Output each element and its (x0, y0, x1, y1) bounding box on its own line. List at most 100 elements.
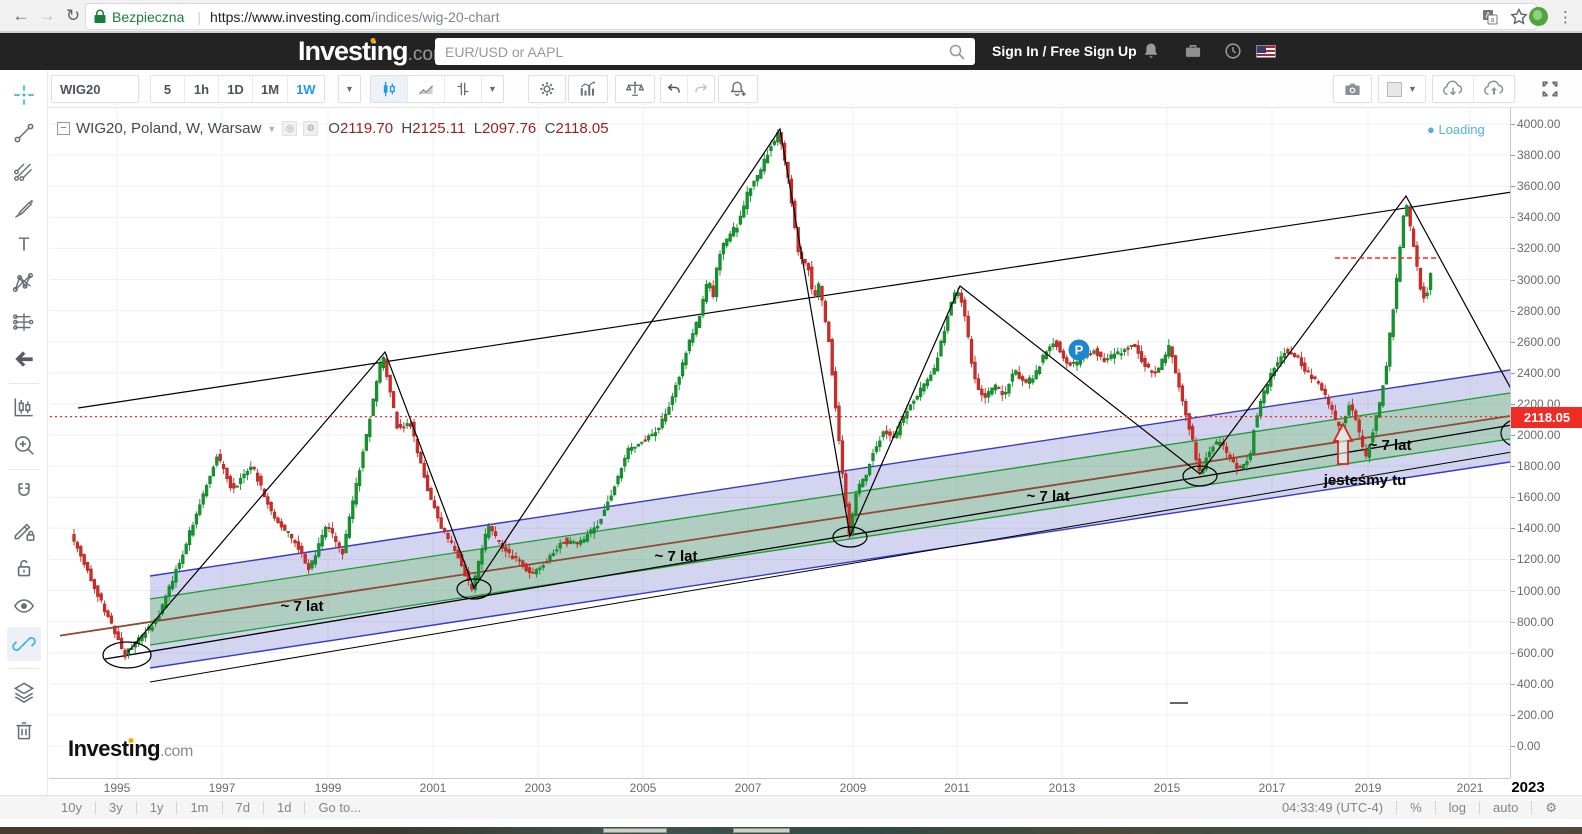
legend-collapse-icon[interactable]: − (57, 122, 70, 135)
settings-gear-button[interactable] (529, 76, 565, 102)
y-axis-label: 1600.00 (1510, 490, 1561, 505)
compare-group (615, 75, 655, 103)
indicators-icon (580, 81, 596, 96)
extension-icon[interactable] (1529, 7, 1548, 26)
goto-button[interactable]: Go to... (318, 800, 362, 815)
url-host: https://www.investing.com (210, 8, 372, 25)
search-icon[interactable] (949, 44, 965, 60)
sign-in-link[interactable]: Sign In / Free Sign Up (992, 43, 1137, 59)
candlestick-type-button[interactable] (371, 76, 408, 102)
recent-clock-icon[interactable] (1222, 41, 1244, 61)
interval-5[interactable]: 5 (151, 76, 185, 102)
we-are-here-label[interactable]: jesteśmy tu (1323, 472, 1407, 489)
search-input[interactable] (445, 43, 949, 60)
save-layout-button[interactable] (1474, 76, 1514, 102)
remove-drawings-tool[interactable] (7, 713, 41, 747)
range-7d[interactable]: 7d (235, 800, 250, 815)
xabcd-pattern-tool[interactable] (7, 266, 41, 300)
published-idea-marker[interactable]: P (1068, 339, 1090, 361)
bookmark-star-icon[interactable] (1510, 8, 1528, 25)
symbol-input[interactable]: WIG20 (52, 76, 138, 102)
browser-refresh-button[interactable]: ↻ (65, 5, 81, 25)
header-search-box[interactable] (435, 38, 975, 65)
cycle-zigzag-line[interactable] (127, 127, 1517, 653)
trend-line-tool[interactable] (7, 116, 41, 150)
forecast-tool[interactable] (7, 304, 41, 338)
interval-1W[interactable]: 1W (288, 76, 324, 102)
investing-logo[interactable]: Investing.com (298, 36, 449, 66)
percent-scale-button[interactable]: % (1410, 800, 1422, 815)
alert-bell-plus-icon (730, 81, 746, 97)
symbol-box[interactable]: WIG20 (51, 75, 139, 103)
y-axis-label: 3400.00 (1510, 210, 1561, 225)
lows-trendlines[interactable] (104, 424, 1513, 683)
legend-settings-icon[interactable]: ⚙ (303, 121, 319, 136)
brush-tool[interactable] (7, 192, 41, 226)
indicators-button[interactable] (569, 76, 607, 102)
log-scale-button[interactable]: log (1448, 800, 1467, 815)
crosshair-tool[interactable] (7, 78, 41, 112)
browser-forward-button[interactable]: → (38, 5, 56, 25)
magnet-tool[interactable] (7, 475, 41, 509)
interval-1h[interactable]: 1h (185, 76, 219, 102)
bar-pattern-tool[interactable] (7, 390, 41, 424)
interval-1D[interactable]: 1D (219, 76, 253, 102)
x-axis-label-1999: 1999 (314, 781, 342, 795)
seven-year-labels[interactable]: ~ 7 lat ~ 7 lat ~ 7 lat ~ 7 lat (281, 437, 1412, 615)
range-3y[interactable]: 3y (108, 800, 123, 815)
browser-back-button[interactable]: ← (12, 5, 30, 25)
cloud-upload-icon (1484, 80, 1504, 96)
taskbar-window-2 (733, 828, 790, 833)
portfolio-briefcase-icon[interactable] (1182, 41, 1204, 61)
area-chart-icon (418, 85, 434, 95)
drawing-lock-tool[interactable] (7, 513, 41, 547)
range-1d[interactable]: 1d (276, 800, 292, 815)
hide-all-tool[interactable] (7, 589, 41, 623)
fullscreen-button[interactable] (1532, 75, 1568, 103)
tops-trendline[interactable] (77, 191, 1513, 409)
time-axis[interactable]: 1995 1997 1999 2001 2003 2005 2007 2009 2011 2013… (49, 778, 1545, 796)
interval-1M[interactable]: 1M (253, 76, 289, 102)
hide-drawings-arrow[interactable] (7, 342, 41, 376)
lock-all-tool[interactable] (7, 551, 41, 585)
indicators-group (568, 75, 608, 103)
zoom-in-tool[interactable] (7, 428, 41, 462)
browser-menu-icon[interactable]: ⋮ (1558, 8, 1574, 26)
layout-select-button[interactable]: ▼ (1379, 76, 1425, 102)
redo-button[interactable] (688, 76, 714, 102)
us-flag-icon[interactable] (1256, 45, 1276, 58)
up-arrow-annotation[interactable] (1332, 422, 1354, 465)
compare-levels-button[interactable] (445, 76, 482, 102)
interval-dropdown[interactable]: ▼ (338, 75, 361, 103)
x-axis-label-2013: 2013 (1048, 781, 1076, 795)
load-layout-button[interactable] (1433, 76, 1474, 102)
legend-caret-icon[interactable]: ▼ (267, 123, 277, 134)
text-tool[interactable]: T (7, 228, 41, 262)
clock-label[interactable]: 04:33:49 (UTC-4) (1281, 800, 1384, 815)
axis-settings-gear-icon[interactable]: ⚙ (1545, 799, 1557, 815)
notifications-bell-icon[interactable] (1140, 41, 1162, 61)
snapshot-camera-button[interactable] (1334, 76, 1371, 102)
x-axis-label-1997: 1997 (208, 781, 236, 795)
gann-fib-tool[interactable] (7, 154, 41, 188)
undo-redo-group (660, 75, 715, 103)
range-10y[interactable]: 10y (61, 800, 82, 815)
compare-button[interactable] (616, 76, 654, 102)
price-axis[interactable]: 4000.00 3800.00 3600.00 3400.00 3200.00 3000.… (1510, 108, 1582, 778)
chart-type-dropdown[interactable]: ▼ (482, 76, 503, 102)
url-field[interactable]: Bezpieczna | https://www.investing.com/i… (85, 3, 1537, 30)
y-axis-label: 4000.00 (1510, 117, 1561, 131)
legend-eye-icon[interactable]: ◎ (282, 121, 298, 136)
auto-scale-button[interactable]: auto (1493, 800, 1519, 815)
translate-icon[interactable]: Aa (1482, 9, 1498, 25)
x-axis-label-2015: 2015 (1153, 781, 1181, 795)
undo-button[interactable] (661, 76, 688, 102)
chart-pane[interactable]: ~ 7 lat ~ 7 lat ~ 7 lat ~ 7 lat jesteśmy tu… (49, 108, 1554, 778)
area-type-button[interactable] (408, 76, 445, 102)
object-tree-tool[interactable] (7, 675, 41, 709)
add-alert-button[interactable] (719, 76, 757, 102)
link-tool[interactable] (7, 627, 41, 661)
range-1m[interactable]: 1m (190, 800, 209, 815)
range-1y[interactable]: 1y (149, 800, 164, 815)
x-axis-label-2001: 2001 (419, 781, 447, 795)
